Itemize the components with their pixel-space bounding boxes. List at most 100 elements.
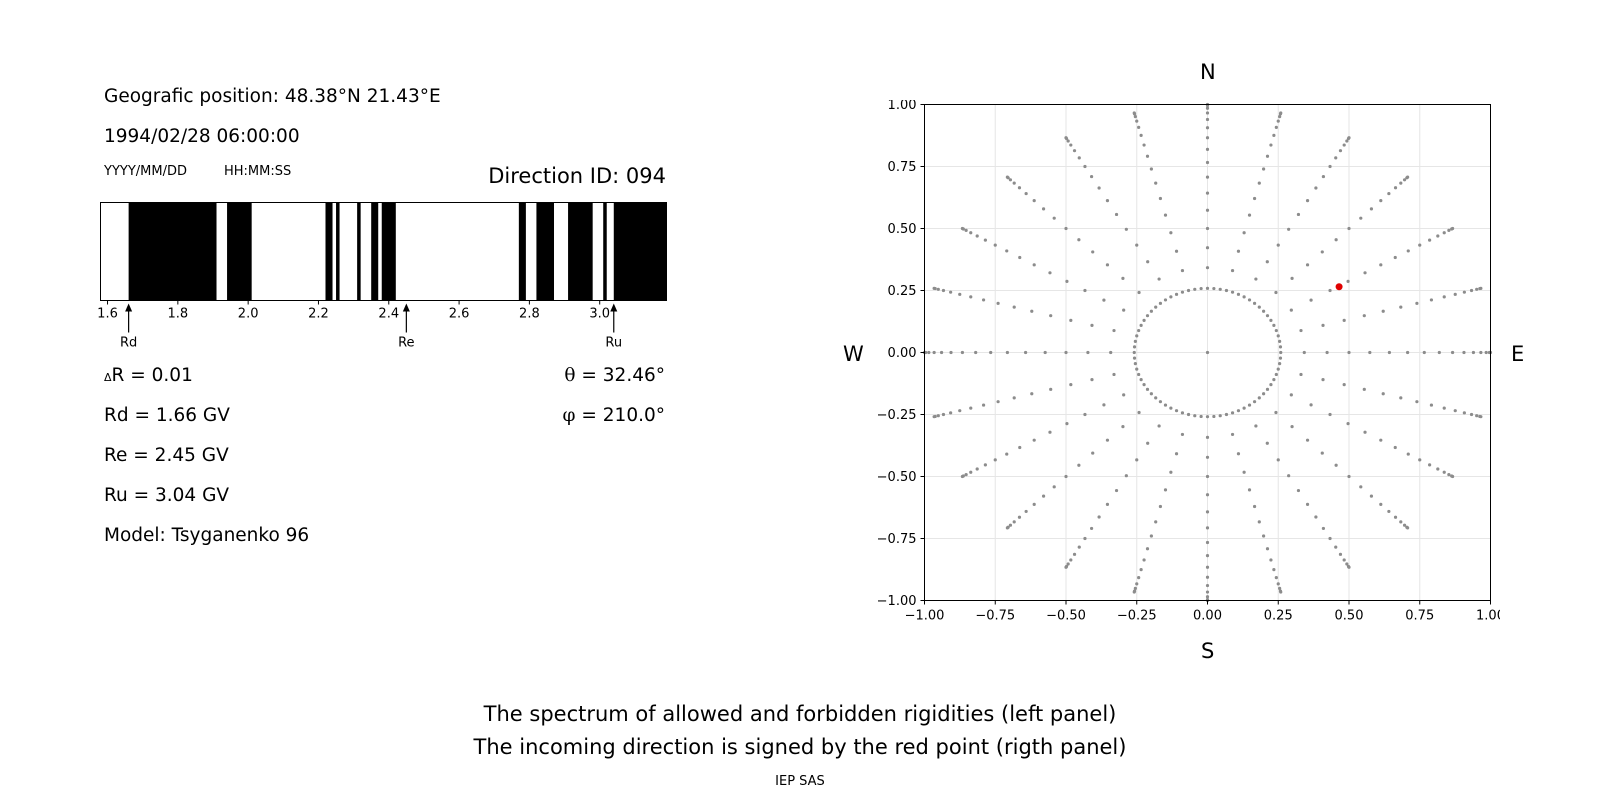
scatter-points xyxy=(922,102,1493,603)
direction-point xyxy=(1032,502,1036,506)
direction-point xyxy=(1089,526,1094,531)
direction-point xyxy=(1265,154,1270,158)
direction-point xyxy=(1139,378,1143,382)
direction-point xyxy=(1137,576,1141,580)
direction-point xyxy=(1287,227,1291,231)
direction-point xyxy=(1230,432,1235,437)
direction-point xyxy=(1077,238,1081,242)
direction-point xyxy=(1163,488,1168,492)
direction-point xyxy=(1205,583,1210,588)
direction-point xyxy=(1024,509,1028,514)
spectrum-tick-label: 1.6 xyxy=(97,307,118,322)
direction-point xyxy=(927,350,931,355)
x-tick-label: −0.50 xyxy=(1046,609,1086,624)
direction-point xyxy=(1032,199,1036,203)
y-tick-label: 1.00 xyxy=(888,100,917,113)
direction-point xyxy=(1154,396,1158,400)
direction-point xyxy=(1274,328,1278,333)
direction-point xyxy=(1023,350,1028,355)
direction-point xyxy=(1347,136,1351,140)
direction-point xyxy=(941,412,946,417)
direction-point xyxy=(1368,350,1372,355)
direction-point xyxy=(1262,309,1266,313)
direction-point xyxy=(1017,515,1022,519)
y-tick-label: −0.25 xyxy=(877,408,917,423)
direction-point xyxy=(1132,350,1136,355)
direction-point xyxy=(1247,403,1252,407)
spectrum-tick-label: 2.0 xyxy=(238,307,259,322)
direction-point xyxy=(1436,234,1440,238)
direction-point xyxy=(1124,227,1128,231)
direction-point xyxy=(1121,276,1125,280)
incoming-direction-point xyxy=(1335,283,1343,291)
direction-point xyxy=(1279,590,1283,594)
direction-point xyxy=(1428,238,1432,242)
scatter-x-axis: −1.00 −0.75 −0.50 −0.25 0.00 0.25 0.50 0.75 1.00 xyxy=(905,600,1500,624)
direction-point xyxy=(1158,504,1163,509)
direction-point xyxy=(1346,422,1350,426)
direction-point xyxy=(1321,323,1325,327)
forbidden-band xyxy=(381,202,396,301)
direction-point xyxy=(1083,412,1087,417)
direction-point xyxy=(1048,430,1052,434)
direction-point xyxy=(1379,199,1383,203)
x-tick-label: 0.50 xyxy=(1335,609,1364,624)
direction-point xyxy=(1406,526,1410,530)
direction-point xyxy=(1299,328,1303,333)
direction-point xyxy=(1342,143,1346,147)
marker-label: Rd xyxy=(120,336,137,351)
direction-point xyxy=(1359,485,1363,489)
direction-point xyxy=(1254,424,1258,428)
direction-point xyxy=(1406,175,1410,179)
direction-point xyxy=(1114,488,1119,493)
x-tick-label: 1.00 xyxy=(1476,609,1500,624)
direction-point xyxy=(1083,288,1087,293)
forbidden-band xyxy=(227,202,252,301)
direction-point xyxy=(1406,350,1410,355)
compass-west: W xyxy=(843,342,864,366)
direction-point xyxy=(1149,167,1153,171)
direction-point xyxy=(1137,410,1141,415)
direction-point xyxy=(1018,445,1022,450)
direction-point xyxy=(1086,350,1090,355)
direction-point xyxy=(1132,356,1137,360)
direction-point xyxy=(1265,547,1270,551)
footer-credit: IEP SAS xyxy=(775,774,825,789)
delta-r-value: R = 0.01 xyxy=(111,365,193,386)
direction-point xyxy=(1205,111,1210,115)
theta-text: = 32.46° xyxy=(575,365,665,386)
direction-point xyxy=(949,411,953,415)
direction-point xyxy=(1342,382,1346,387)
direction-point xyxy=(1205,160,1210,165)
direction-point xyxy=(932,286,936,290)
direction-point xyxy=(1205,540,1210,545)
phi-symbol: φ xyxy=(562,405,576,426)
direction-point xyxy=(1180,432,1185,437)
direction-point xyxy=(1174,292,1179,296)
direction-point xyxy=(1005,249,1009,253)
direction-point xyxy=(1442,231,1446,235)
direction-point xyxy=(1052,216,1056,220)
forbidden-band xyxy=(518,202,526,301)
direction-point xyxy=(1199,286,1203,291)
direction-point xyxy=(1436,467,1440,471)
direction-point xyxy=(1205,126,1210,130)
direction-point xyxy=(1205,510,1210,514)
direction-point xyxy=(1272,568,1276,572)
direction-point xyxy=(1242,406,1246,410)
direction-point xyxy=(1406,452,1410,456)
direction-point xyxy=(964,228,968,232)
direction-point xyxy=(1032,263,1036,267)
direction-point xyxy=(1032,438,1036,442)
direction-point xyxy=(1254,277,1258,281)
direction-point xyxy=(1305,263,1310,267)
direction-point xyxy=(1205,474,1210,479)
direction-point xyxy=(1158,400,1163,404)
direction-point xyxy=(1334,545,1338,549)
direction-point xyxy=(996,400,1000,404)
direction-point xyxy=(1269,382,1273,387)
direction-point xyxy=(1369,494,1374,498)
direction-point xyxy=(1121,425,1125,429)
spectrum-markers: Rd Re Ru xyxy=(120,303,622,351)
direction-point xyxy=(1145,547,1150,551)
